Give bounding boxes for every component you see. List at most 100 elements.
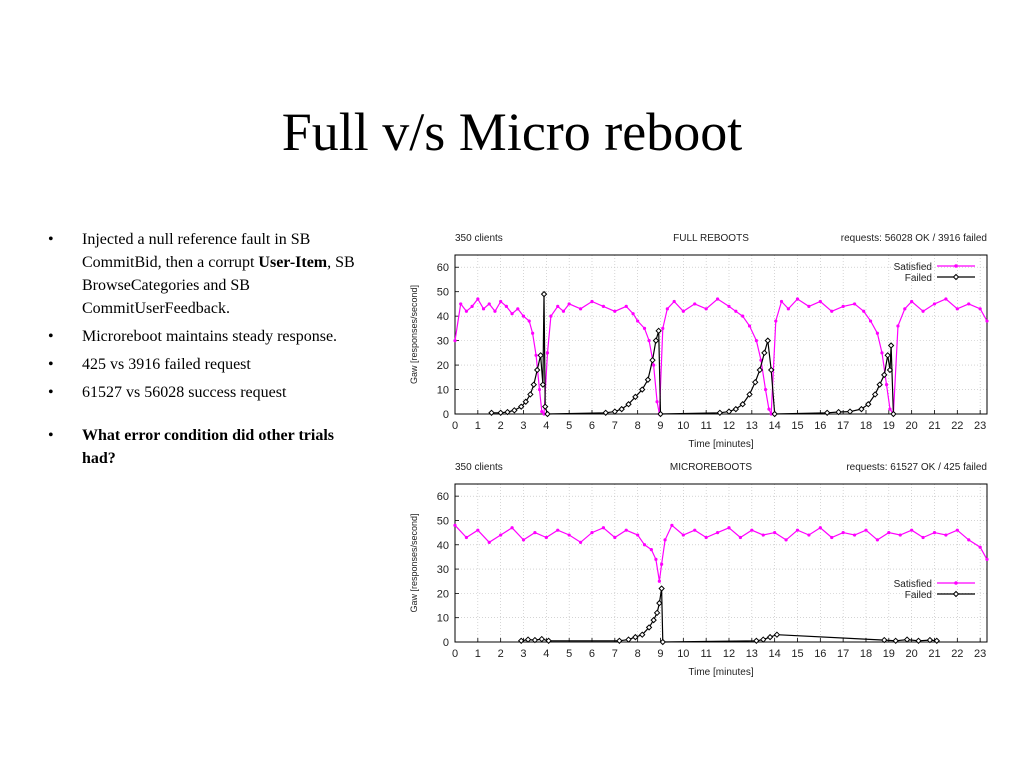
microreboots-satisfied-point	[818, 526, 822, 530]
full-reboots-satisfied-point	[516, 307, 520, 311]
microreboots-failed-point	[658, 585, 665, 592]
microreboots-failed-point	[915, 637, 922, 644]
full-reboots-failed-point	[544, 410, 551, 418]
full-reboots-satisfied-point	[786, 307, 790, 311]
microreboots-satisfied-point	[852, 533, 857, 537]
full-reboots-failed-point	[771, 410, 778, 418]
full-reboots-chart-title: FULL REBOOTS	[673, 233, 749, 244]
microreboots-x-tick-label: 22	[951, 648, 963, 660]
microreboots-x-tick-label: 8	[635, 648, 641, 660]
microreboots-x-tick-label: 20	[906, 648, 918, 660]
bullet-list: Injected a null reference fault in SB Co…	[48, 228, 358, 475]
full-reboots-failed-point	[858, 405, 865, 413]
microreboots-x-tick-label: 21	[928, 648, 940, 660]
full-reboots-satisfied-point	[868, 319, 873, 323]
full-reboots-failed-point	[756, 366, 764, 374]
full-reboots-satisfied-point	[545, 351, 550, 355]
full-reboots-satisfied-point	[499, 299, 503, 304]
microreboots-satisfied-point	[521, 538, 526, 542]
full-reboots-satisfied-point	[647, 339, 651, 343]
microreboots-satisfied-point	[841, 531, 845, 535]
microreboots-y-tick-label: 10	[437, 613, 449, 625]
full-reboots-legend-satisfied-label: Satisfied	[894, 262, 932, 273]
microreboots-satisfied-point	[910, 528, 914, 532]
full-reboots-x-tick-label: 8	[635, 420, 641, 432]
microreboots-x-tick-label: 4	[543, 648, 549, 660]
full-reboots-failed-point	[764, 337, 772, 344]
microreboots-satisfied-point	[898, 533, 902, 537]
microreboots-x-tick-label: 10	[677, 648, 689, 660]
full-reboots-satisfied-point	[601, 304, 606, 308]
full-reboots-failed-point	[746, 391, 753, 398]
microreboots-y-tick-label: 40	[437, 540, 449, 552]
full-reboots-satisfied-point	[747, 324, 752, 328]
full-reboots-x-tick-label: 13	[746, 420, 758, 432]
microreboots-failed-point	[653, 609, 661, 617]
microreboots-x-tick-label: 14	[769, 648, 781, 660]
full-reboots-satisfied-point	[631, 312, 635, 316]
full-reboots-failed-point	[530, 381, 537, 388]
slide-title: Full v/s Micro reboot	[281, 102, 743, 162]
microreboots-satisfied-point	[601, 526, 606, 530]
microreboots-satisfied-point	[657, 579, 661, 583]
full-reboots-x-tick-label: 4	[543, 420, 549, 432]
microreboots-failed-point	[538, 635, 545, 643]
full-reboots-satisfied-point	[985, 319, 989, 323]
full-reboots-x-tick-label: 10	[677, 420, 689, 432]
full-reboots-failed-point	[625, 401, 632, 408]
microreboots-satisfied-point	[830, 535, 834, 540]
full-reboots-satisfied-point	[459, 302, 463, 306]
full-reboots-failed-point	[518, 403, 525, 410]
full-reboots-failed-point	[871, 391, 879, 398]
full-reboots-failed-point	[611, 408, 619, 415]
bullet-text: 425 vs 3916 failed request	[82, 356, 251, 373]
full-reboots-x-tick-label: 14	[769, 420, 781, 432]
full-reboots-x-tick-label: 6	[589, 420, 595, 432]
microreboots-satisfied-point	[556, 528, 560, 532]
full-reboots-y-tick-label: 40	[437, 311, 449, 323]
full-reboots-satisfied-point	[967, 302, 971, 306]
microreboots-satisfied-point	[590, 531, 594, 535]
microreboots-satisfied-point	[727, 526, 731, 530]
microreboots-satisfied-point	[985, 557, 989, 561]
bullet-item: 425 vs 3916 failed request	[48, 353, 358, 376]
microreboots-failed-point	[625, 636, 632, 643]
full-reboots-failed-point	[639, 386, 646, 393]
full-reboots-satisfied-point	[672, 299, 676, 304]
full-reboots-series-failed-line	[491, 294, 894, 415]
microreboots-x-tick-label: 5	[566, 648, 572, 660]
microreboots-y-tick-label: 0	[443, 637, 449, 649]
microreboots-satisfied-point	[967, 538, 971, 542]
bullet-item: Microreboot maintains steady response.	[48, 325, 358, 348]
full-reboots-failed-point	[540, 290, 548, 298]
full-reboots-satisfied-point	[896, 324, 900, 328]
full-reboots-failed-point	[657, 410, 664, 418]
microreboots-satisfied-point	[649, 548, 653, 552]
full-reboots-satisfied-point	[655, 400, 659, 404]
microreboots-failed-point	[903, 636, 911, 643]
full-reboots-satisfied-point	[681, 309, 685, 313]
microreboots-x-tick-label: 19	[883, 648, 895, 660]
full-reboots-satisfied-point	[590, 299, 594, 304]
microreboots-x-tick-label: 17	[837, 648, 849, 660]
full-reboots-x-tick-label: 9	[657, 420, 663, 432]
full-reboots-satisfied-point	[955, 307, 959, 311]
full-reboots-satisfied-point	[807, 304, 811, 308]
microreboots-satisfied-point	[978, 545, 982, 549]
full-reboots-satisfied-point	[841, 304, 845, 308]
full-reboots-failed-point	[537, 352, 544, 359]
full-reboots-satisfied-point	[795, 297, 800, 301]
bullet-bold-text: What error condition did other trials ha…	[82, 427, 334, 467]
microreboots-failed-point	[926, 636, 934, 644]
microreboots-failed-point	[933, 637, 940, 644]
full-reboots-satisfied-point	[537, 387, 542, 392]
full-reboots-satisfied-point	[880, 351, 884, 355]
microreboots-satisfied-point	[944, 533, 948, 537]
microreboots-satisfied-point	[955, 528, 959, 532]
full-reboots-failed-point	[890, 410, 897, 418]
full-reboots-failed-point	[761, 349, 768, 357]
full-reboots-satisfied-point	[741, 314, 745, 318]
microreboots-series-satisfied-line	[454, 524, 988, 582]
full-reboots-failed-point	[655, 327, 662, 335]
full-reboots-failed-point	[533, 366, 541, 374]
